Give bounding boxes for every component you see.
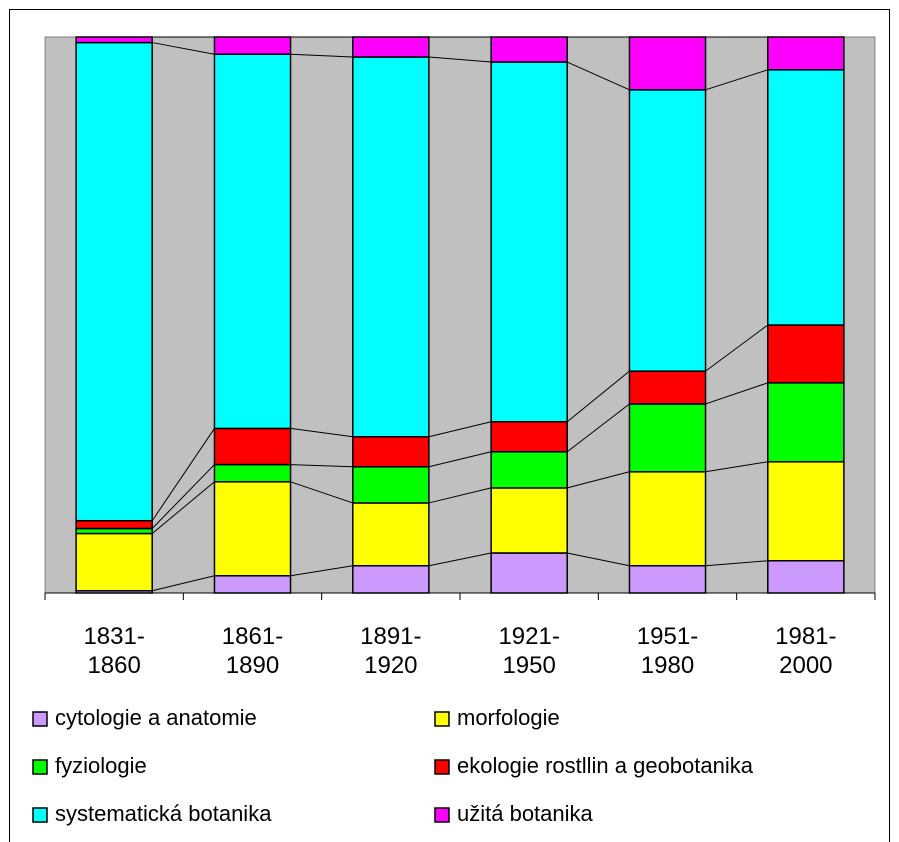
bar-segment	[75, 532, 153, 592]
series-line	[428, 487, 492, 504]
legend-label: užitá botanika	[457, 801, 593, 826]
bar-segment	[352, 36, 430, 58]
bar-segment	[767, 560, 845, 594]
legend-swatch	[434, 807, 450, 823]
legend-label: ekologie rostllin a geobotanika	[457, 753, 753, 778]
bar-segment	[490, 487, 568, 554]
x-tick-label: 1921-1950	[498, 623, 560, 679]
bar-segment	[75, 519, 153, 530]
legend-swatch	[434, 711, 450, 727]
legend-label: morfologie	[457, 705, 560, 730]
legend-swatch	[32, 807, 48, 823]
bar-segment	[628, 89, 707, 372]
bar-segment	[75, 41, 153, 522]
series-line	[705, 461, 768, 473]
series-line	[152, 42, 215, 55]
series-line	[705, 69, 768, 91]
series-line	[151, 428, 215, 521]
bar-segment	[490, 36, 568, 63]
bar-segment	[490, 552, 568, 594]
x-tick-label: 1981-2000	[775, 623, 837, 679]
series-line	[290, 481, 353, 504]
bar-segment	[767, 69, 845, 326]
series-line	[290, 565, 353, 577]
series-line	[705, 382, 768, 405]
legend-label: systematická botanika	[55, 801, 272, 826]
bar-segment	[352, 565, 430, 594]
series-line	[428, 451, 492, 468]
bar-segment	[213, 463, 292, 483]
bar-segment	[213, 427, 292, 466]
series-line	[151, 481, 215, 534]
bar-segment	[490, 61, 568, 423]
series-line	[290, 464, 353, 468]
bar-segment	[490, 421, 568, 453]
bar-segment	[628, 370, 707, 405]
series-line	[705, 560, 768, 567]
series-line	[566, 370, 630, 423]
series-line	[151, 464, 215, 529]
bar-segment	[75, 527, 153, 535]
bar-segment	[75, 36, 153, 44]
bar-segment	[628, 403, 707, 473]
x-tick-label: 1891-1920	[360, 623, 422, 679]
series-line	[290, 53, 353, 58]
bar-segment	[213, 575, 292, 594]
bar-segment	[213, 36, 292, 55]
bar-segment	[628, 565, 707, 594]
plot-area	[44, 36, 876, 594]
bar-segment	[767, 324, 845, 384]
bar-segment	[213, 481, 292, 577]
bar-segment	[628, 471, 707, 567]
bar-segment	[767, 461, 845, 562]
bar-segment	[767, 36, 845, 71]
bar-segment	[352, 436, 430, 468]
bar-segment	[628, 36, 707, 91]
series-line	[705, 324, 769, 372]
x-tick-label: 1861-1890	[221, 623, 284, 679]
series-line	[428, 421, 492, 438]
series-line	[428, 552, 492, 567]
x-tick-label: 1831-1860	[83, 623, 145, 679]
x-tick-label: 1951-1980	[636, 623, 699, 679]
bar-segment	[490, 451, 568, 489]
bar-segment	[767, 382, 845, 463]
series-line	[566, 403, 630, 453]
legend-label: cytologie a anatomie	[55, 705, 257, 730]
series-line	[567, 471, 630, 489]
series-line	[152, 575, 215, 592]
bar-segment	[352, 466, 430, 504]
legend-swatch	[32, 759, 48, 775]
series-line	[428, 56, 492, 63]
series-line	[567, 61, 630, 91]
legend-label: fyziologie	[55, 753, 147, 778]
bar-segment	[352, 56, 430, 438]
series-line	[567, 552, 630, 567]
legend-swatch	[32, 711, 48, 727]
frame	[9, 9, 890, 842]
bar-segment	[352, 502, 430, 567]
legend-swatch	[434, 759, 450, 775]
bar-segment	[213, 53, 292, 430]
series-line	[290, 427, 353, 438]
